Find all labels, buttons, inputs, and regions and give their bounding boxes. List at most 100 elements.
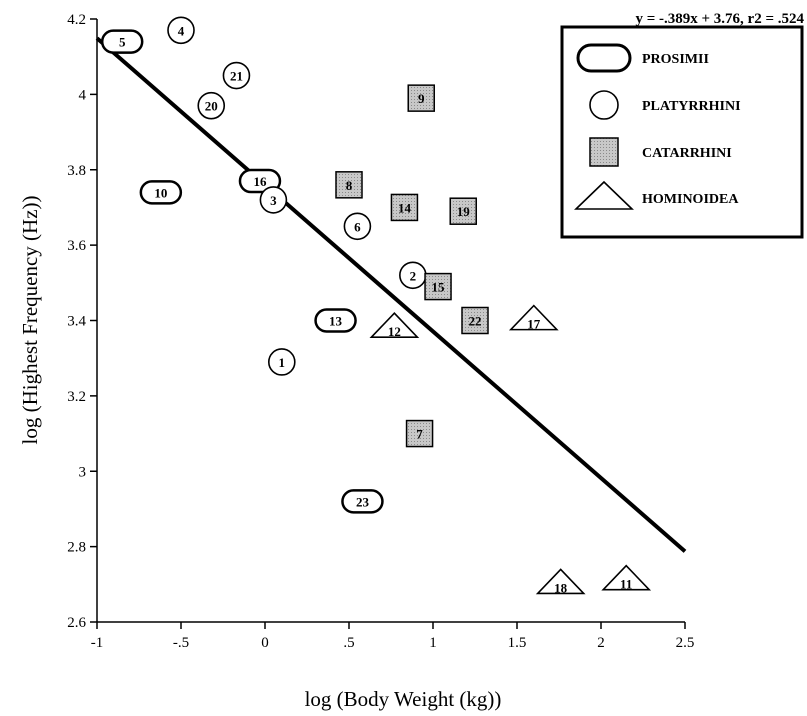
hominoidea-marker	[508, 304, 559, 331]
catarrhini-marker	[449, 197, 477, 225]
regression-line-group	[95, 36, 687, 553]
y-tick-label: 3.2	[67, 389, 86, 405]
data-point: 13	[314, 308, 357, 333]
catarrhini-marker	[405, 419, 434, 448]
data-point-label: 10	[154, 185, 167, 200]
x-tick-label: .5	[343, 635, 354, 651]
data-point-label: 4	[178, 23, 185, 38]
data-point: 8	[335, 171, 363, 199]
x-axis-ticks: -1 -.5 0 .5 1 1.5 2 2.5	[91, 622, 695, 651]
data-point-label: 3	[270, 193, 277, 208]
catarrhini-marker	[407, 84, 435, 112]
data-point: 6	[343, 212, 372, 241]
data-point-label: 20	[205, 99, 218, 114]
data-point: 19	[449, 197, 477, 225]
x-tick-label: 1.5	[508, 635, 527, 651]
legend-label: HOMINOIDEA	[642, 192, 739, 207]
y-tick-label: 4.2	[67, 12, 86, 28]
data-point-label: 11	[620, 577, 632, 592]
data-point-label: 15	[432, 280, 446, 295]
data-point: 23	[341, 489, 384, 514]
y-tick-label: 3.4	[67, 314, 86, 330]
hominoidea-marker	[601, 564, 652, 591]
x-tick-label: -.5	[173, 635, 189, 651]
data-point: 2	[399, 261, 427, 290]
data-point: 12	[369, 312, 420, 339]
regression-equation: y = -.389x + 3.76, r2 = .524	[635, 11, 804, 27]
legend-label: PROSIMII	[642, 52, 709, 67]
legend-hominoidea-marker	[574, 180, 634, 210]
platyrrhini-marker	[267, 348, 296, 376]
data-point-label: 23	[356, 494, 370, 509]
legend-label: CATARRHINI	[642, 146, 732, 161]
hominoidea-marker	[369, 312, 420, 338]
data-point-label: 13	[329, 314, 343, 329]
legend-item: PLATYRRHINI	[589, 90, 741, 120]
data-point-label: 2	[410, 268, 417, 283]
catarrhini-marker	[390, 193, 419, 222]
data-point: 14	[390, 193, 419, 222]
x-tick-label: 2	[597, 635, 605, 651]
data-point-label: 18	[554, 580, 568, 595]
data-point: 20	[197, 91, 226, 120]
legend-platyrrhini-marker	[589, 90, 619, 120]
legend-item: HOMINOIDEA	[574, 180, 739, 210]
x-axis-title: log (Body Weight (kg))	[305, 687, 502, 711]
data-point: 10	[139, 180, 183, 205]
legend-catarrhini-marker	[589, 137, 619, 167]
legend-prosimii-marker	[576, 43, 632, 73]
prosimii-marker	[100, 29, 144, 54]
data-point: 18	[535, 568, 586, 595]
catarrhini-marker	[335, 171, 363, 199]
hominoidea-marker	[535, 568, 586, 595]
x-tick-label: 2.5	[676, 635, 695, 651]
data-point: 7	[405, 419, 434, 448]
data-point-label: 12	[388, 324, 401, 339]
y-tick-label: 3.8	[67, 163, 86, 179]
data-point: 21	[222, 61, 251, 90]
data-point-label: 5	[119, 35, 126, 50]
data-point-label: 14	[398, 200, 412, 215]
y-tick-label: 4	[79, 87, 87, 103]
data-point-label: 8	[346, 178, 353, 193]
legend-label: PLATYRRHINI	[642, 99, 741, 114]
data-point-label: 1	[279, 355, 286, 370]
data-point: 11	[601, 564, 652, 592]
data-point: 22	[461, 306, 489, 335]
y-axis-ticks: 2.6 2.8 3 3.2 3.4 3.6 3.8 4 4.2	[67, 12, 97, 631]
platyrrhini-marker	[222, 61, 251, 90]
data-point: 4	[167, 16, 195, 45]
platyrrhini-marker	[259, 186, 288, 214]
legend: PROSIMII PLATYRRHINI CATARRHINI HOMINOIDEA	[560, 25, 804, 239]
data-point: 9	[407, 84, 435, 112]
legend-item: PROSIMII	[576, 43, 709, 73]
data-point: 3	[259, 186, 288, 214]
y-tick-label: 2.8	[67, 540, 86, 556]
data-point-label: 22	[469, 314, 482, 329]
y-axis-title: log (Highest Frequency (Hz))	[18, 195, 42, 444]
platyrrhini-marker	[343, 212, 372, 241]
x-tick-label: -1	[91, 635, 104, 651]
data-point-label: 9	[418, 91, 425, 106]
data-point: 5	[100, 29, 144, 54]
data-point-label: 16	[253, 174, 267, 189]
data-point: 17	[508, 304, 559, 332]
legend-item: CATARRHINI	[589, 137, 732, 167]
data-point-label: 7	[416, 427, 423, 442]
y-tick-label: 3.6	[67, 238, 86, 254]
data-point: 15	[424, 272, 452, 301]
x-tick-label: 0	[261, 635, 269, 651]
data-point: 1	[267, 348, 296, 376]
prosimii-marker	[341, 489, 384, 514]
prosimii-marker	[139, 180, 183, 205]
data-point-label: 19	[457, 204, 471, 219]
platyrrhini-marker	[167, 16, 195, 45]
data-point-label: 21	[230, 69, 243, 84]
y-tick-label: 3	[79, 464, 87, 480]
regression-line	[95, 36, 687, 553]
data-point-label: 17	[527, 317, 541, 332]
catarrhini-marker	[424, 272, 452, 301]
y-tick-label: 2.6	[67, 615, 86, 631]
